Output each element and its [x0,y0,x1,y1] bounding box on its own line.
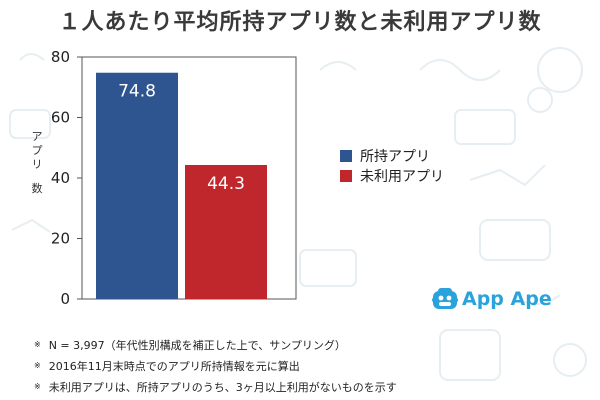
y-axis-label-line2: 数 [31,182,43,195]
footnote-text: 2016年11月末時点でのアプリ所持情報を元に算出 [48,360,300,373]
logo-text: App Ape [462,288,552,310]
y-axis-label: アプリ 数 [30,130,44,196]
bar [96,72,178,299]
legend-swatch-unused [340,170,352,182]
ape-face-icon [432,288,458,309]
legend-label-unused: 未利用アプリ [360,169,444,185]
footnotes: ※ N = 3,997（年代性別構成を補正した上で、サンプリング） ※ 2016年1… [34,334,397,397]
legend-label-owned: 所持アプリ [360,149,430,165]
note-mark: ※ [34,382,41,391]
footnote: ※ 未利用アプリは、所持アプリのうち、3ヶ月以上利用がないものを示す [34,376,397,397]
legend: 所持アプリ 未利用アプリ [340,146,444,186]
y-tick-label: 80 [51,48,70,66]
note-mark: ※ [34,340,41,349]
footnote: ※ 2016年11月末時点でのアプリ所持情報を元に算出 [34,355,397,376]
y-tick-label: 20 [51,230,70,248]
y-tick-label: 60 [51,109,70,127]
chart-title: １人あたり平均所持アプリ数と未利用アプリ数 [58,10,542,35]
footnote-text: N = 3,997（年代性別構成を補正した上で、サンプリング） [48,339,346,352]
y-tick-label: 40 [51,169,70,187]
legend-swatch-owned [340,150,352,162]
app-ape-logo: App Ape [432,286,552,312]
y-axis-label-line1: アプリ [31,130,43,171]
footnote-text: 未利用アプリは、所持アプリのうち、3ヶ月以上利用がないものを示す [48,381,397,394]
y-tick-label: 0 [60,290,70,308]
bar [185,164,267,299]
footnote: ※ N = 3,997（年代性別構成を補正した上で、サンプリング） [34,334,397,355]
legend-item-owned: 所持アプリ [340,146,444,166]
data-label: 74.8 [118,82,156,102]
legend-item-unused: 未利用アプリ [340,166,444,186]
data-label: 44.3 [207,174,245,194]
note-mark: ※ [34,361,41,370]
